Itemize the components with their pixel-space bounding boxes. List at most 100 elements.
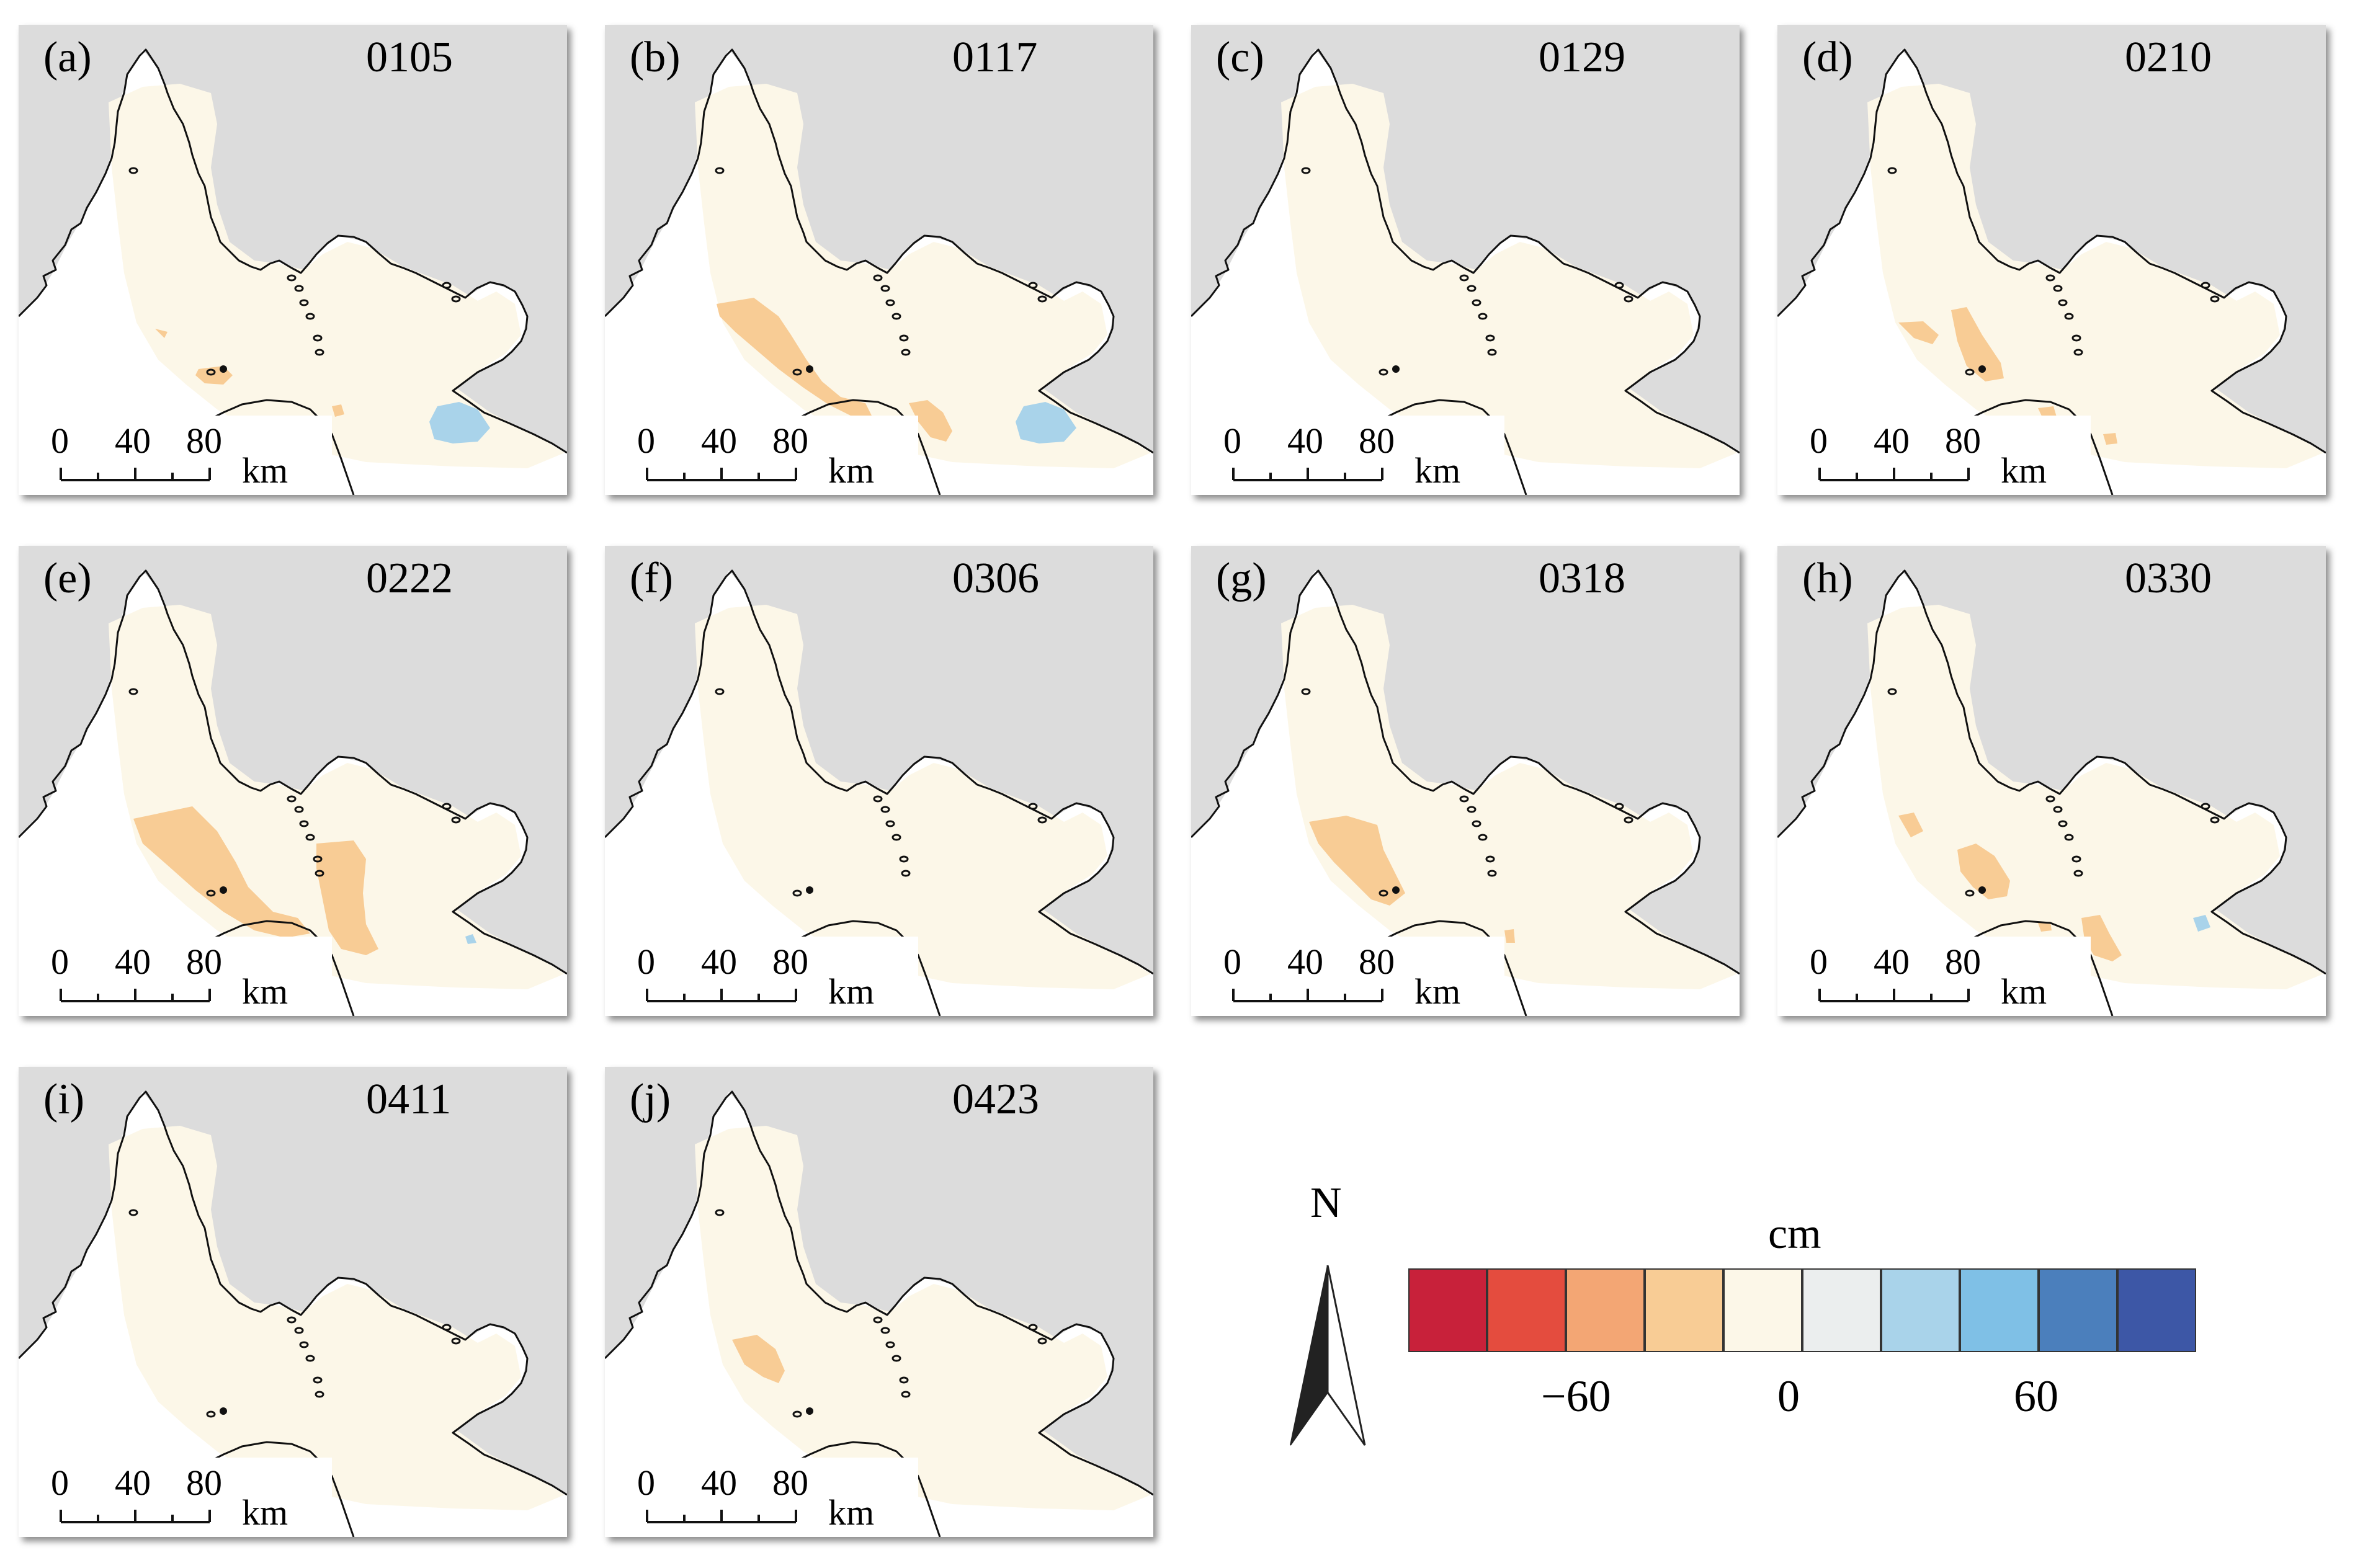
island — [2071, 855, 2081, 863]
map-panel: (e) 0222 0 40 80 km — [19, 546, 567, 1016]
island — [206, 889, 216, 897]
island — [2064, 313, 2074, 320]
island — [715, 1209, 725, 1216]
scale-bar-graphic — [1818, 468, 1970, 481]
island — [899, 334, 909, 342]
legend-color-swatch — [1881, 1268, 1960, 1352]
island — [1965, 889, 1975, 897]
island — [1614, 282, 1624, 289]
scale-tick-label: 40 — [1874, 421, 1910, 461]
scale-tick-label: 40 — [115, 421, 151, 461]
scale-tick-label: 80 — [1945, 942, 1981, 982]
island — [892, 1355, 901, 1362]
panel-date: 0411 — [366, 1076, 452, 1123]
legend-color-swatch — [1408, 1268, 1487, 1352]
city-point — [1392, 365, 1400, 373]
island — [451, 816, 461, 824]
scale-tick-label: 40 — [1874, 942, 1910, 982]
scale-tick-label: 0 — [51, 421, 69, 461]
island — [2058, 820, 2068, 827]
map-panel: (c) 0129 0 40 80 km — [1191, 25, 1740, 495]
scale-bar-graphic — [60, 989, 211, 1002]
map-canvas — [19, 48, 567, 495]
panel-label: (g) — [1216, 555, 1267, 602]
coastline — [1191, 48, 1740, 454]
island — [873, 795, 883, 803]
island — [715, 688, 725, 695]
scale-unit: km — [828, 450, 875, 491]
scale-tick-label: 0 — [1810, 942, 1828, 982]
island — [451, 295, 461, 303]
island — [294, 1327, 304, 1334]
coastline-south — [790, 1441, 941, 1537]
panel-date: 0318 — [1539, 555, 1625, 602]
map-canvas — [1191, 569, 1740, 1016]
island — [315, 870, 324, 877]
scale-bar: 0 40 80 km — [1191, 937, 1504, 1016]
map-panel: (d) 0210 0 40 80 km — [1777, 25, 2326, 495]
scale-tick-label: 80 — [186, 421, 222, 461]
island — [2071, 334, 2081, 342]
scale-bar-graphic — [646, 468, 797, 481]
scale-tick-label: 40 — [701, 942, 737, 982]
island — [715, 167, 725, 174]
island — [206, 1410, 216, 1418]
north-label: N — [1310, 1179, 1342, 1227]
map-canvas — [1191, 48, 1740, 495]
island — [1379, 368, 1388, 376]
scale-bar: 0 40 80 km — [19, 1458, 332, 1537]
island — [206, 368, 216, 376]
scale-tick-label: 80 — [772, 1463, 808, 1503]
island — [2045, 274, 2055, 282]
scale-tick-label: 0 — [51, 1463, 69, 1503]
island — [892, 834, 901, 841]
scale-tick-label: 0 — [637, 1463, 655, 1503]
coastline — [1777, 48, 2326, 454]
coastline — [1191, 569, 1740, 975]
map-panel: (f) 0306 0 40 80 km — [605, 546, 1153, 1016]
map-canvas — [19, 1090, 567, 1537]
island — [2045, 795, 2055, 803]
panel-date: 0210 — [2125, 33, 2212, 81]
change-patch — [2193, 915, 2210, 932]
panel-label: (a) — [43, 33, 92, 81]
legend-color-swatch — [2039, 1268, 2117, 1352]
city-point — [806, 886, 813, 894]
island — [1037, 1337, 1047, 1345]
island — [1037, 816, 1047, 824]
island — [287, 1316, 297, 1324]
coastline — [605, 1090, 1153, 1496]
change-patch — [429, 402, 490, 443]
change-patch — [1898, 813, 2010, 899]
scale-bar-graphic — [646, 1510, 797, 1523]
island — [892, 313, 901, 320]
island — [901, 349, 911, 356]
island — [2210, 295, 2220, 303]
panel-label: (i) — [43, 1076, 85, 1123]
scale-bar-graphic — [1818, 989, 1970, 1002]
island — [1467, 285, 1477, 292]
island — [899, 1376, 909, 1384]
island — [1614, 803, 1624, 810]
panel-date: 0117 — [952, 33, 1038, 81]
island — [1887, 167, 1897, 174]
scale-tick-label: 40 — [701, 1463, 737, 1503]
island — [1037, 295, 1047, 303]
island — [901, 1391, 911, 1398]
map-panel: (b) 0117 0 40 80 km — [605, 25, 1153, 495]
island — [2053, 285, 2063, 292]
island — [1301, 167, 1311, 174]
coastline — [1777, 569, 2326, 975]
coastline-south — [1963, 920, 2114, 1016]
scale-bar: 0 40 80 km — [1777, 416, 2091, 495]
scale-unit: km — [828, 1492, 875, 1533]
island — [128, 167, 138, 174]
change-patch — [1016, 402, 1076, 443]
scale-unit: km — [242, 1492, 288, 1533]
island — [313, 1376, 323, 1384]
panel-label: (b) — [630, 33, 681, 81]
panel-label: (c) — [1216, 33, 1264, 81]
island — [880, 1327, 890, 1334]
map-canvas — [605, 1090, 1153, 1537]
scale-bar-graphic — [1232, 468, 1383, 481]
